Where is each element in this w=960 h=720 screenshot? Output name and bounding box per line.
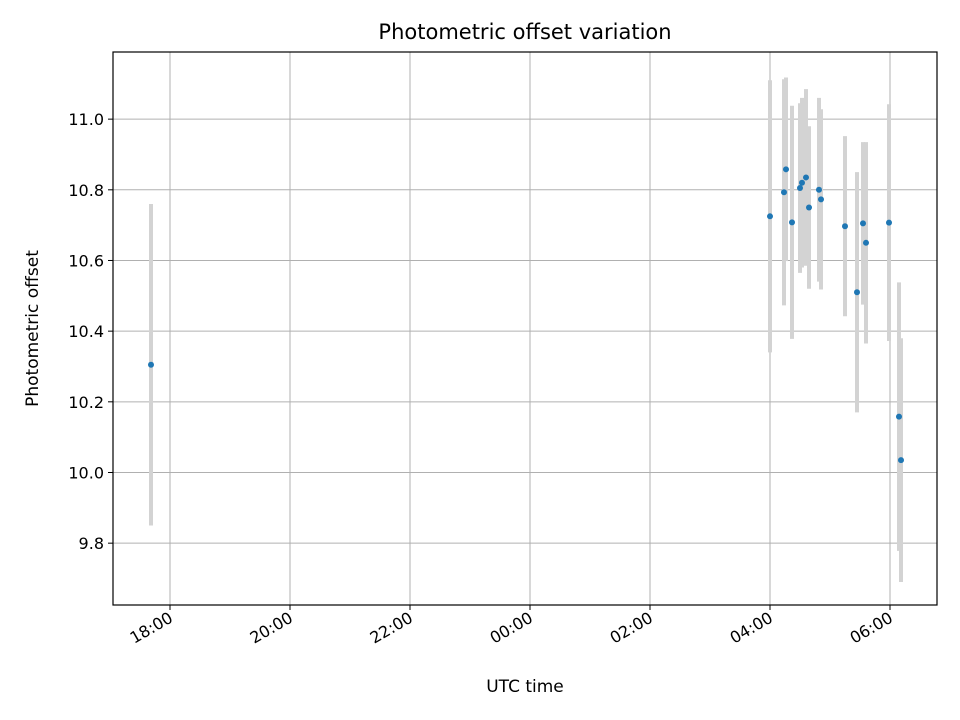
data-point: [797, 185, 803, 192]
y-tick-label: 10.4: [68, 322, 104, 341]
y-axis-label: Photometric offset: [23, 250, 43, 407]
plot-frame: [112, 51, 938, 606]
data-point: [803, 174, 809, 181]
x-tick-label: 18:00: [127, 608, 176, 648]
data-point: [863, 239, 869, 246]
data-point: [818, 196, 824, 203]
x-tick-label: 02:00: [607, 608, 656, 648]
y-axis: 9.8 10.0 10.2 10.4 10.6 10.8 11.0: [68, 110, 113, 553]
data-points: [148, 166, 904, 464]
y-tick-label: 10.2: [68, 393, 104, 412]
y-tick-label: 10.0: [68, 463, 104, 482]
y-tick-label: 10.6: [68, 251, 104, 270]
data-point: [860, 220, 866, 227]
y-tick-label: 11.0: [68, 110, 104, 129]
data-point: [898, 457, 904, 464]
x-tick-label: 20:00: [247, 608, 296, 648]
data-point: [842, 223, 848, 230]
x-tick-label: 00:00: [487, 608, 536, 648]
data-point: [767, 213, 773, 220]
data-point: [806, 204, 812, 211]
data-point: [816, 186, 822, 193]
data-point: [886, 219, 892, 226]
chart-title: Photometric offset variation: [378, 20, 671, 44]
y-tick-label: 9.8: [79, 534, 104, 553]
y-tick-label: 10.8: [68, 181, 104, 200]
x-axis-label: UTC time: [486, 677, 564, 697]
data-point: [854, 289, 860, 296]
data-point: [781, 189, 787, 196]
data-point: [789, 219, 795, 226]
x-axis: 18:00 20:00 22:00 00:00 02:00 04:00 06:00: [127, 605, 896, 648]
x-tick-label: 04:00: [727, 608, 776, 648]
data-point: [799, 179, 805, 186]
x-tick-label: 06:00: [847, 608, 896, 648]
data-point: [896, 413, 902, 420]
error-bars: [149, 77, 903, 583]
grid: [113, 52, 937, 605]
data-point: [783, 166, 789, 173]
data-point: [148, 361, 154, 368]
x-tick-label: 22:00: [367, 608, 416, 648]
